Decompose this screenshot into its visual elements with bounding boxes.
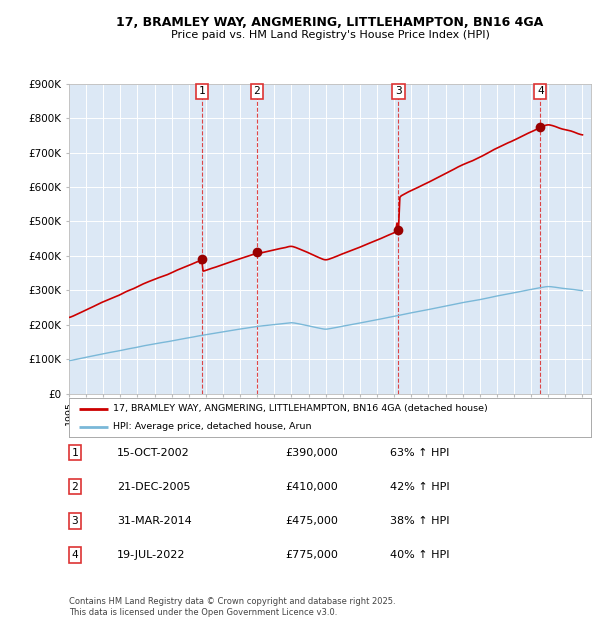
Text: 31-MAR-2014: 31-MAR-2014 [117,516,192,526]
Text: 38% ↑ HPI: 38% ↑ HPI [390,516,449,526]
Text: 4: 4 [537,86,544,97]
Text: £390,000: £390,000 [285,448,338,458]
Text: 63% ↑ HPI: 63% ↑ HPI [390,448,449,458]
Text: 1: 1 [199,86,206,97]
Text: 21-DEC-2005: 21-DEC-2005 [117,482,191,492]
Text: 40% ↑ HPI: 40% ↑ HPI [390,550,449,560]
Text: 4: 4 [71,550,79,560]
Text: Contains HM Land Registry data © Crown copyright and database right 2025.
This d: Contains HM Land Registry data © Crown c… [69,598,395,617]
Text: 15-OCT-2002: 15-OCT-2002 [117,448,190,458]
Text: 2: 2 [71,482,79,492]
Text: 17, BRAMLEY WAY, ANGMERING, LITTLEHAMPTON, BN16 4GA (detached house): 17, BRAMLEY WAY, ANGMERING, LITTLEHAMPTO… [113,404,488,413]
Text: £475,000: £475,000 [285,516,338,526]
Text: 42% ↑ HPI: 42% ↑ HPI [390,482,449,492]
Text: 1: 1 [71,448,79,458]
Text: 3: 3 [395,86,402,97]
Text: £775,000: £775,000 [285,550,338,560]
Text: £410,000: £410,000 [285,482,338,492]
Text: HPI: Average price, detached house, Arun: HPI: Average price, detached house, Arun [113,422,312,431]
Text: 3: 3 [71,516,79,526]
Text: 17, BRAMLEY WAY, ANGMERING, LITTLEHAMPTON, BN16 4GA: 17, BRAMLEY WAY, ANGMERING, LITTLEHAMPTO… [116,16,544,29]
Text: Price paid vs. HM Land Registry's House Price Index (HPI): Price paid vs. HM Land Registry's House … [170,30,490,40]
Text: 19-JUL-2022: 19-JUL-2022 [117,550,185,560]
Text: 2: 2 [253,86,260,97]
